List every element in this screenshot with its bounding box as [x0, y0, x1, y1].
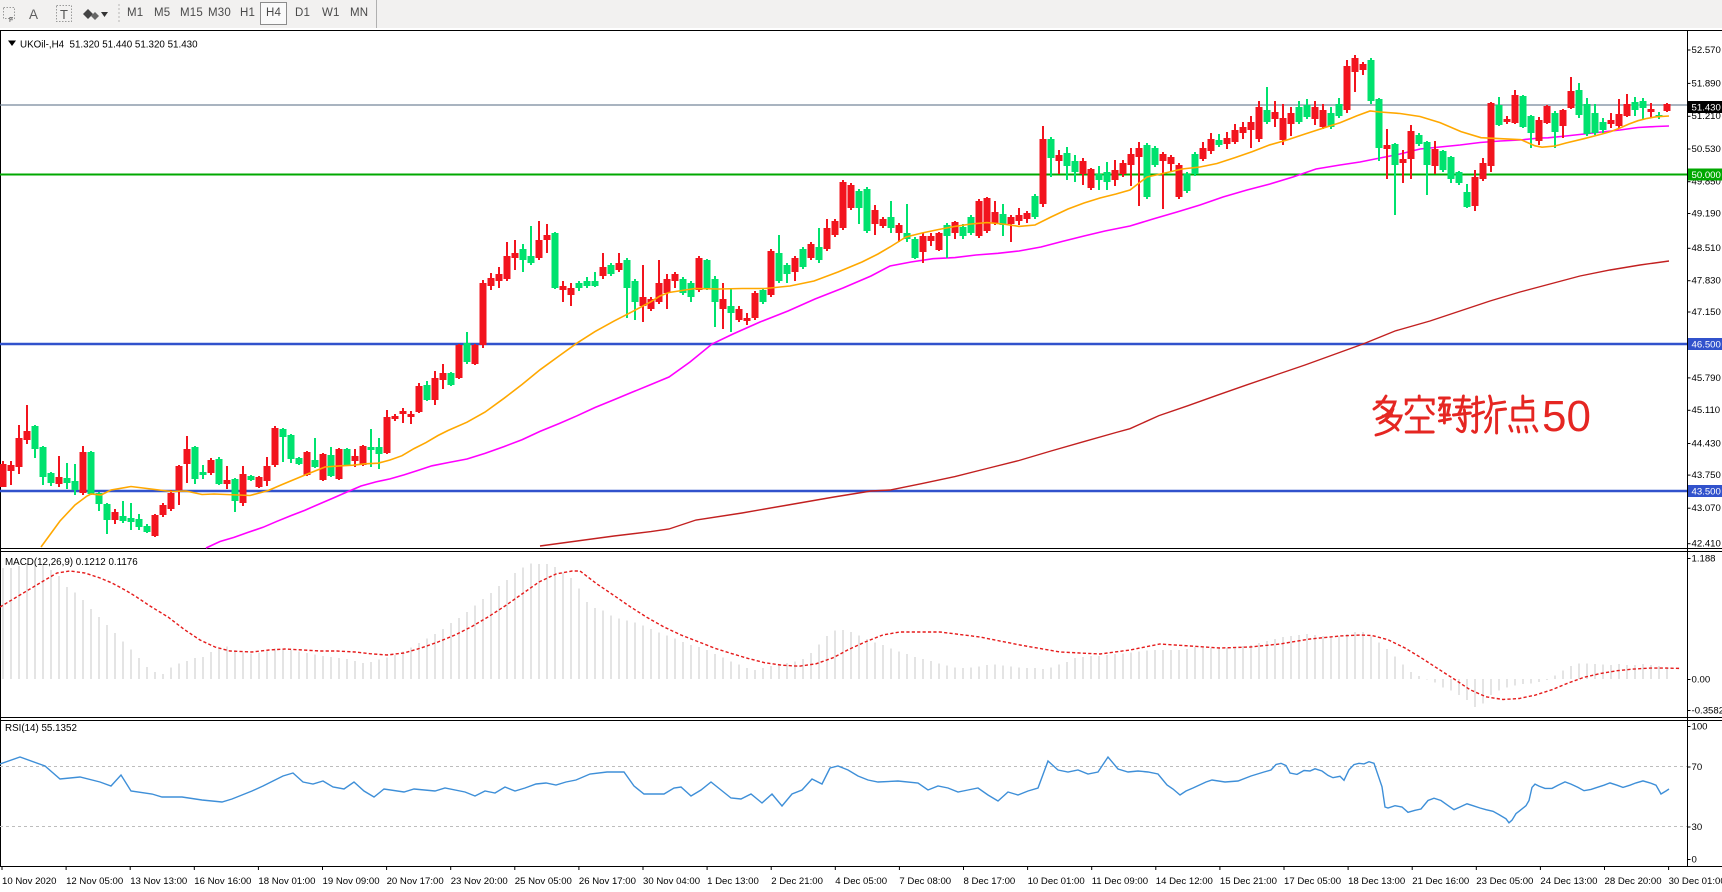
svg-text:F: F: [9, 17, 13, 24]
svg-text:17 Dec 05:00: 17 Dec 05:00: [1284, 876, 1341, 887]
svg-text:19 Nov 09:00: 19 Nov 09:00: [323, 876, 380, 887]
svg-text:8 Dec 17:00: 8 Dec 17:00: [964, 876, 1016, 887]
svg-text:7 Dec 08:00: 7 Dec 08:00: [899, 876, 951, 887]
svg-text:43.750: 43.750: [1692, 470, 1721, 481]
svg-text:A: A: [29, 7, 38, 22]
svg-text:45.110: 45.110: [1692, 405, 1721, 416]
svg-text:42.410: 42.410: [1692, 539, 1721, 550]
svg-text:50.530: 50.530: [1692, 144, 1721, 155]
svg-text:1 Dec 13:00: 1 Dec 13:00: [707, 876, 759, 887]
svg-text:51.430: 51.430: [1692, 102, 1721, 113]
svg-text:21 Dec 16:00: 21 Dec 16:00: [1412, 876, 1469, 887]
svg-text:23 Nov 20:00: 23 Nov 20:00: [451, 876, 508, 887]
svg-text:100: 100: [1692, 721, 1708, 732]
svg-text:18 Dec 13:00: 18 Dec 13:00: [1348, 876, 1405, 887]
svg-text:0: 0: [1692, 854, 1697, 865]
svg-text:23 Dec 05:00: 23 Dec 05:00: [1476, 876, 1533, 887]
svg-text:12 Nov 05:00: 12 Nov 05:00: [66, 876, 123, 887]
svg-text:RSI(14) 55.1352: RSI(14) 55.1352: [5, 723, 77, 734]
svg-text:46.500: 46.500: [1692, 339, 1721, 350]
svg-text:52.570: 52.570: [1692, 45, 1721, 56]
svg-text:4 Dec 05:00: 4 Dec 05:00: [835, 876, 887, 887]
svg-text:30: 30: [1692, 822, 1703, 833]
svg-text:MACD(12,26,9) 0.1212 0.1176: MACD(12,26,9) 0.1212 0.1176: [5, 557, 138, 568]
svg-text:28 Dec 20:00: 28 Dec 20:00: [1605, 876, 1662, 887]
svg-text:24 Dec 13:00: 24 Dec 13:00: [1540, 876, 1597, 887]
svg-text:15 Dec 21:00: 15 Dec 21:00: [1220, 876, 1277, 887]
svg-text:13 Nov 13:00: 13 Nov 13:00: [130, 876, 187, 887]
svg-text:51.890: 51.890: [1692, 78, 1721, 89]
svg-text:18 Nov 01:00: 18 Nov 01:00: [258, 876, 315, 887]
svg-text:-0.3582: -0.3582: [1692, 705, 1722, 716]
svg-text:48.510: 48.510: [1692, 243, 1721, 254]
svg-text:51.210: 51.210: [1692, 111, 1721, 122]
svg-text:43.070: 43.070: [1692, 503, 1721, 514]
svg-text:45.790: 45.790: [1692, 373, 1721, 384]
svg-text:70: 70: [1692, 762, 1703, 773]
svg-text:50: 50: [1542, 392, 1591, 441]
svg-text:1.188: 1.188: [1692, 553, 1716, 564]
svg-text:11 Dec 09:00: 11 Dec 09:00: [1092, 876, 1148, 887]
svg-text:47.830: 47.830: [1692, 276, 1721, 287]
svg-text:16 Nov 16:00: 16 Nov 16:00: [194, 876, 251, 887]
svg-text:30 Dec 01:00: 30 Dec 01:00: [1669, 876, 1722, 887]
svg-text:43.500: 43.500: [1692, 486, 1721, 497]
svg-text:50.000: 50.000: [1692, 170, 1721, 181]
svg-text:0.00: 0.00: [1692, 674, 1711, 685]
svg-text:26 Nov 17:00: 26 Nov 17:00: [579, 876, 636, 887]
svg-text:UKOil-,H4 51.320 51.440 51.32: UKOil-,H4 51.320 51.440 51.320 51.430: [20, 40, 198, 51]
svg-text:20 Nov 17:00: 20 Nov 17:00: [387, 876, 444, 887]
svg-text:25 Nov 05:00: 25 Nov 05:00: [515, 876, 572, 887]
svg-text:T: T: [60, 7, 68, 22]
svg-text:44.430: 44.430: [1692, 438, 1721, 449]
svg-text:49.190: 49.190: [1692, 208, 1721, 219]
svg-text:10 Dec 01:00: 10 Dec 01:00: [1028, 876, 1085, 887]
svg-text:10 Nov 2020: 10 Nov 2020: [2, 876, 56, 887]
svg-text:2 Dec 21:00: 2 Dec 21:00: [771, 876, 823, 887]
svg-text:30 Nov 04:00: 30 Nov 04:00: [643, 876, 700, 887]
svg-text:14 Dec 12:00: 14 Dec 12:00: [1156, 876, 1213, 887]
svg-text:47.150: 47.150: [1692, 307, 1721, 318]
svg-text:49.850: 49.850: [1692, 177, 1721, 188]
